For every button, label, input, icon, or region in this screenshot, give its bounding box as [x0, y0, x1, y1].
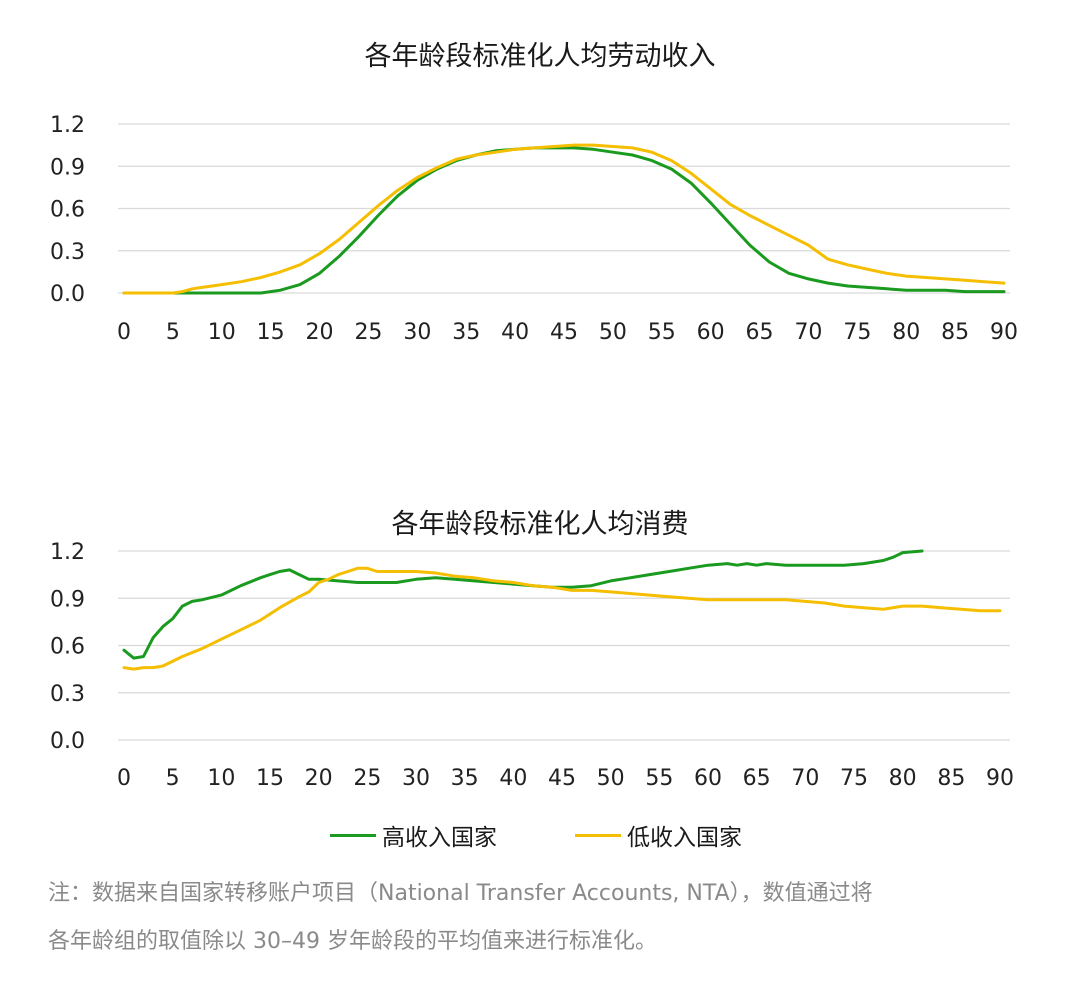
chart2-xtick-1: 5 — [166, 766, 180, 791]
chart1-xtick-11: 55 — [648, 320, 676, 345]
chart1-xtick-10: 50 — [599, 320, 627, 345]
chart1-xtick-3: 15 — [257, 320, 285, 345]
chart1-ytick-4: 1.2 — [50, 113, 85, 138]
chart2-xtick-15: 75 — [840, 766, 868, 791]
chart1-xtick-2: 10 — [208, 320, 236, 345]
legend-swatch-low — [575, 833, 621, 837]
chart1-xtick-16: 80 — [892, 320, 920, 345]
chart2-series-low — [122, 566, 1002, 671]
chart2-xtick-5: 25 — [353, 766, 381, 791]
chart1-ytick-0: 0.0 — [50, 282, 85, 307]
legend-item-high: 高收入国家 — [330, 818, 497, 852]
chart2-xtick-17: 85 — [937, 766, 965, 791]
chart1-ytick-1: 0.3 — [50, 240, 85, 265]
chart2-ytick-4: 1.2 — [50, 540, 85, 565]
chart1-xtick-18: 90 — [990, 320, 1018, 345]
chart1-ytick-3: 0.9 — [50, 155, 85, 180]
chart2-ytick-2: 0.6 — [50, 635, 85, 660]
chart1-xtick-17: 85 — [941, 320, 969, 345]
chart1-xtick-0: 0 — [117, 320, 131, 345]
chart2-xtick-3: 15 — [256, 766, 284, 791]
chart2-xtick-13: 65 — [743, 766, 771, 791]
chart1-xtick-15: 75 — [843, 320, 871, 345]
chart2-xtick-7: 35 — [451, 766, 479, 791]
chart1-title: 各年龄段标准化人均劳动收入 — [364, 41, 716, 72]
chart2-xtick-4: 20 — [305, 766, 333, 791]
legend-label-high: 高收入国家 — [382, 825, 497, 851]
chart1-xtick-12: 60 — [697, 320, 725, 345]
legend-label-low: 低收入国家 — [627, 825, 742, 851]
chart2-xtick-18: 90 — [986, 766, 1014, 791]
note-line-1: 注：数据来自国家转移账户项目（National Transfer Account… — [48, 881, 873, 906]
chart1-ytick-2: 0.6 — [50, 198, 85, 223]
chart2-ytick-1: 0.3 — [50, 682, 85, 707]
chart2-xtick-12: 60 — [694, 766, 722, 791]
chart2-xtick-8: 40 — [499, 766, 527, 791]
chart2-xtick-11: 55 — [645, 766, 673, 791]
chart2-ytick-0: 0.0 — [50, 729, 85, 754]
chart2-xtick-10: 50 — [597, 766, 625, 791]
chart1-series-low — [122, 143, 1006, 295]
chart2-xtick-2: 10 — [207, 766, 235, 791]
legend: 高收入国家 低收入国家 — [0, 818, 1080, 854]
chart1-xtick-14: 70 — [794, 320, 822, 345]
chart1-xtick-7: 35 — [452, 320, 480, 345]
chart1-plot: 0.0 0.3 0.6 0.9 1.2 0 5 10 15 20 25 30 35 40 45 50 55 60 6… — [50, 113, 1018, 345]
chart1-xtick-9: 45 — [550, 320, 578, 345]
chart2-xtick-6: 30 — [402, 766, 430, 791]
chart1-xtick-5: 25 — [354, 320, 382, 345]
chart2-ytick-3: 0.9 — [50, 587, 85, 612]
chart1-xtick-13: 65 — [746, 320, 774, 345]
legend-item-low: 低收入国家 — [575, 818, 742, 852]
chart2-series-high — [122, 549, 924, 660]
chart1-xtick-1: 5 — [166, 320, 180, 345]
chart2-xtick-0: 0 — [117, 766, 131, 791]
chart2-xtick-9: 45 — [548, 766, 576, 791]
chart2-xtick-16: 80 — [889, 766, 917, 791]
chart2-title: 各年龄段标准化人均消费 — [391, 509, 689, 540]
chart2-plot: 0.0 0.3 0.6 0.9 1.2 0 5 10 15 20 25 30 35 40 45 50 55 60 6… — [50, 540, 1014, 791]
chart1-xtick-6: 30 — [403, 320, 431, 345]
note-line-2: 各年龄组的取值除以 30–49 岁年龄段的平均值来进行标准化。 — [48, 929, 657, 954]
legend-swatch-high — [330, 833, 376, 837]
chart1-xtick-4: 20 — [306, 320, 334, 345]
chart1-series-high — [122, 146, 1006, 295]
chart1-xtick-8: 40 — [501, 320, 529, 345]
chart2-xtick-14: 70 — [791, 766, 819, 791]
